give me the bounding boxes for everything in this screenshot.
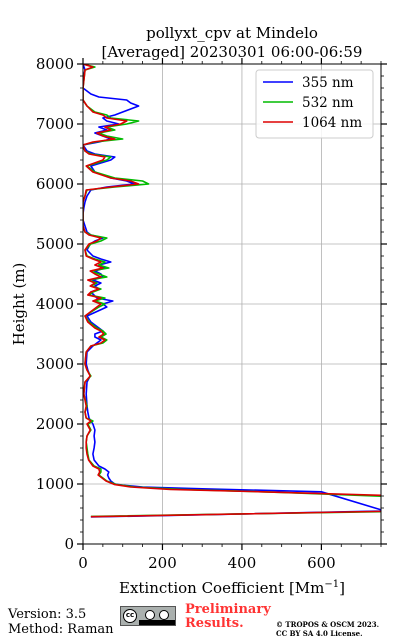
copyright-line1: © TROPOS & OSCM 2023.	[276, 620, 380, 629]
y-tick-label: 2000	[36, 415, 74, 433]
y-tick-label: 4000	[36, 295, 74, 313]
sa-icon	[159, 610, 169, 620]
x-tick-label: 600	[307, 554, 336, 572]
y-tick-label: 8000	[36, 55, 74, 73]
cc-icon: cc	[123, 609, 137, 623]
series-line-3	[83, 64, 381, 518]
preliminary-line2: Results.	[185, 616, 244, 631]
legend: 355 nm 532 nm 1064 nm	[255, 69, 374, 139]
series-lines	[83, 64, 381, 518]
legend-label: 532 nm	[302, 95, 354, 111]
extinction-profile-chart: pollyxt_cpv at Mindelo [Averaged] 202303…	[10, 24, 387, 597]
legend-box	[255, 69, 374, 139]
method-label: Method: Raman	[8, 622, 114, 637]
cc-badge-strip	[139, 620, 175, 625]
x-axis-label: Extinction Coefficient [Mm−1]	[119, 579, 345, 597]
axis-tick-labels: 0 200 400 600010002000300040005000600070008…	[36, 55, 336, 572]
chart-title-line2: [Averaged] 20230301 06:00-06:59	[102, 43, 363, 61]
y-tick-label: 5000	[36, 235, 74, 253]
legend-label: 1064 nm	[302, 115, 362, 131]
x-axis-label-suffix: ]	[339, 579, 345, 597]
x-tick-label: 0	[78, 554, 88, 572]
y-tick-label: 1000	[36, 475, 74, 493]
copyright-notice: © TROPOS & OSCM 2023. CC BY SA 4.0 Licen…	[276, 620, 379, 638]
y-tick-label: 0	[64, 535, 74, 553]
y-tick-label: 6000	[36, 175, 74, 193]
x-axis-label-main: Extinction Coefficient [Mm	[119, 579, 324, 597]
legend-label: 355 nm	[302, 75, 354, 91]
copyright-line2: CC BY SA 4.0 License.	[276, 629, 363, 638]
axis-ticks	[77, 58, 387, 550]
chart-title-line1: pollyxt_cpv at Mindelo	[146, 24, 318, 42]
y-tick-label: 3000	[36, 355, 74, 373]
preliminary-line1: Preliminary	[185, 602, 271, 617]
y-tick-label: 7000	[36, 115, 74, 133]
y-axis-label: Height (m)	[10, 263, 28, 346]
preliminary-results-notice: Preliminary Results.	[185, 603, 271, 631]
version-label: Version: 3.5	[8, 607, 87, 622]
cc-license-badge: cc	[120, 606, 176, 626]
by-icon	[145, 610, 155, 620]
x-tick-label: 200	[148, 554, 177, 572]
x-axis-label-sup: −1	[324, 579, 339, 590]
x-tick-label: 400	[228, 554, 257, 572]
